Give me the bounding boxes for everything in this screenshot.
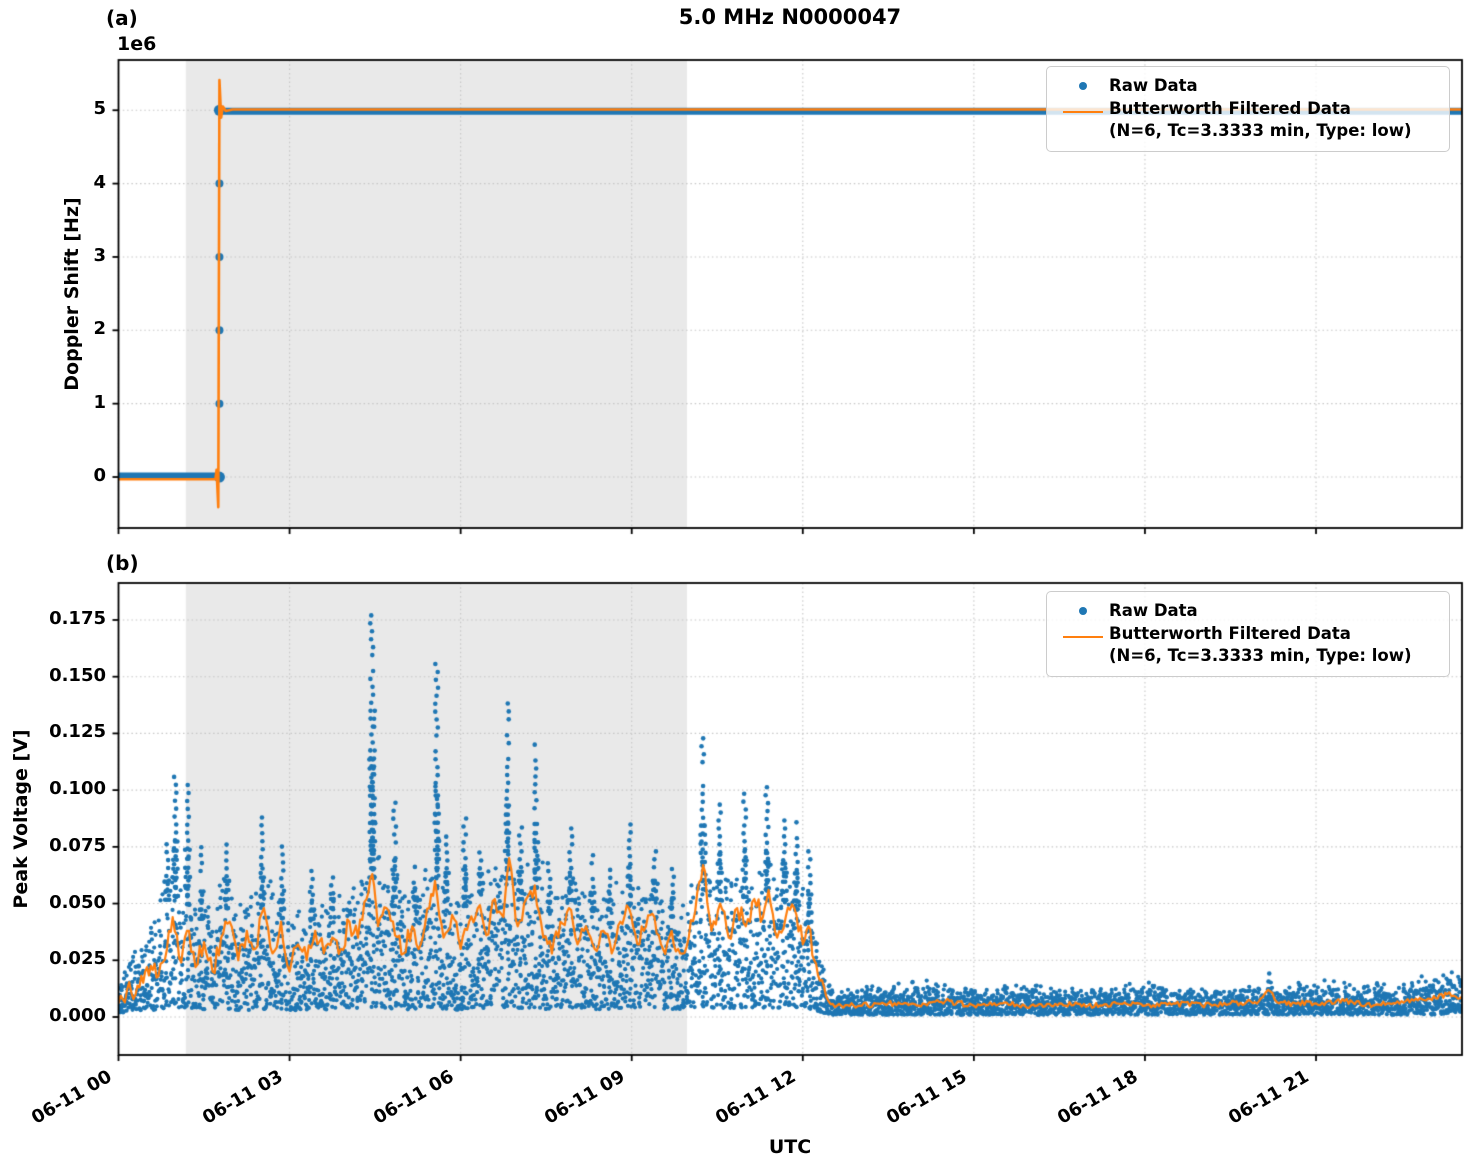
y-tick-label-b: 0.050 [49,891,106,913]
legend-raw-label: Raw Data [1109,76,1198,95]
legend-entry-filtered: Butterworth Filtered Data (N=6, Tc=3.333… [1057,98,1437,141]
raw-data-dot-icon [1057,75,1109,90]
y-tick-label-b: 0.150 [49,664,106,686]
legend-panel-a: Raw Data Butterworth Filtered Data (N=6,… [1046,66,1450,153]
legend-entry-raw: Raw Data [1057,600,1437,621]
legend-filtered-label-line2: (N=6, Tc=3.3333 min, Type: low) [1109,120,1412,140]
legend-filtered-label-line1: Butterworth Filtered Data [1109,99,1351,119]
panel-a-label: (a) [106,6,138,30]
y-tick-label-a: 2 [93,318,106,340]
y-axis-label-voltage: Peak Voltage [V] [10,729,32,909]
legend-raw-label: Raw Data [1109,601,1198,620]
y-tick-label-a: 5 [93,98,106,120]
y-axis-label-doppler: Doppler Shift [Hz] [61,197,83,391]
y-tick-label-a: 4 [93,171,106,193]
panel-b-label: (b) [106,551,139,575]
y-tick-label-a: 3 [93,244,106,266]
figure-title: 5.0 MHz N0000047 [678,5,902,29]
filtered-line-icon [1057,98,1109,114]
y-tick-label-a: 0 [93,465,106,487]
y-tick-label-b: 0.025 [49,948,106,970]
y-tick-label-b: 0.125 [49,721,106,743]
legend-panel-b: Raw Data Butterworth Filtered Data (N=6,… [1046,591,1450,678]
y-tick-label-b: 0.175 [49,607,106,629]
legend-entry-filtered: Butterworth Filtered Data (N=6, Tc=3.333… [1057,623,1437,666]
y-axis-offset-text: 1e6 [117,33,157,55]
filtered-line-icon [1057,623,1109,639]
y-tick-label-b: 0.000 [49,1004,106,1026]
y-tick-label-a: 1 [93,391,106,413]
legend-filtered-label-line1: Butterworth Filtered Data [1109,624,1351,644]
x-axis-label: UTC [768,1136,812,1158]
y-tick-label-b: 0.075 [49,834,106,856]
y-tick-label-b: 0.100 [49,778,106,800]
raw-data-dot-icon [1057,600,1109,615]
legend-entry-raw: Raw Data [1057,75,1437,96]
legend-filtered-label-line2: (N=6, Tc=3.3333 min, Type: low) [1109,645,1412,665]
